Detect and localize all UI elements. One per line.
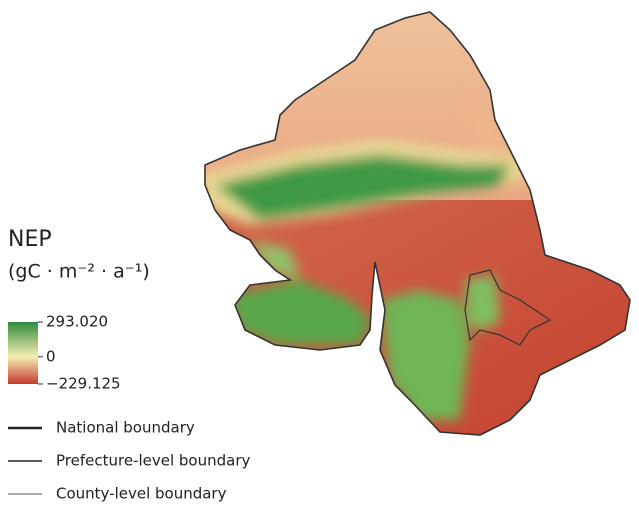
tick-label: −229.125	[46, 375, 121, 393]
tick-label: 293.020	[46, 313, 108, 331]
national-boundary	[204, 11, 631, 436]
boundary-label: National boundary	[56, 419, 195, 437]
color-scale: 293.020 0 −229.125	[8, 313, 121, 393]
boundary-label: Prefecture-level boundary	[56, 452, 251, 470]
boundary-legend: National boundary Prefecture-level bounda…	[8, 419, 251, 503]
boundaries	[204, 11, 631, 436]
color-bar	[8, 322, 38, 384]
legend-title: NEP	[8, 227, 52, 252]
tick-label: 0	[46, 347, 56, 365]
prefecture-boundary	[464, 269, 552, 346]
legend-unit: (gC · m⁻² · a⁻¹)	[8, 261, 150, 283]
nep-raster	[205, 12, 630, 435]
boundary-label: County-level boundary	[56, 485, 227, 503]
